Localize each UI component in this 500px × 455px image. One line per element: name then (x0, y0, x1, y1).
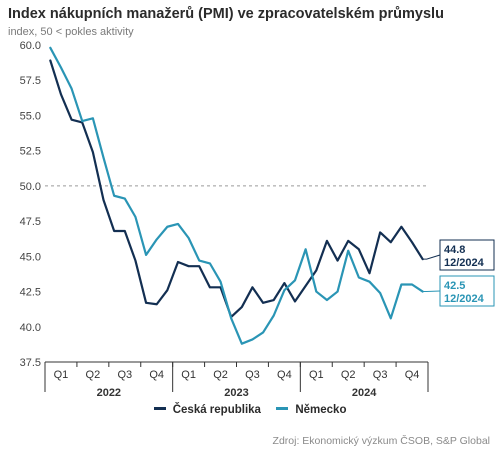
x-year-label: 2023 (224, 387, 248, 399)
y-tick-label: 50.0 (20, 181, 41, 193)
legend-label-cz: Česká republika (172, 404, 261, 416)
chart-title: Index nákupních manažerů (PMI) ve zpraco… (8, 6, 444, 22)
end-label-value-de: 42.5 (444, 280, 465, 292)
x-quarter-label: Q4 (405, 369, 420, 381)
y-tick-label: 45.0 (20, 251, 41, 263)
end-label-leader-cz (422, 254, 441, 260)
end-label-box-de (439, 275, 495, 307)
y-tick-label: 42.5 (20, 287, 41, 299)
source-note: Zdroj: Ekonomický výzkum ČSOB, S&P Globa… (272, 435, 490, 447)
end-label-leader-de (422, 290, 441, 293)
legend-label-de: Německo (295, 404, 347, 416)
legend-item-cz[interactable]: Česká republika (153, 404, 261, 416)
series-line-de (49, 46, 424, 345)
x-quarter-label: Q3 (117, 369, 132, 381)
y-tick-label: 47.5 (20, 216, 41, 228)
x-year-label: 2024 (352, 387, 377, 399)
x-quarter-label: Q1 (54, 369, 69, 381)
chart-plot: 37.5 40.0 42.5 45.0 47.5 50.0 52.5 55.0 57.5 60.0… (20, 40, 495, 399)
y-tick-label: 52.5 (20, 146, 41, 158)
legend-swatch-de (276, 407, 289, 411)
series-line-cz (49, 59, 424, 319)
x-quarter-label: Q2 (341, 369, 356, 381)
x-quarter-label: Q1 (181, 369, 196, 381)
x-quarter-label: Q4 (277, 369, 292, 381)
x-quarter-label: Q3 (373, 369, 388, 381)
end-label-date-de: 12/2024 (444, 293, 485, 305)
x-quarter-label: Q2 (213, 369, 228, 381)
x-year-label: 2022 (97, 387, 121, 399)
legend-swatch-cz (153, 407, 166, 411)
chart-subtitle: index, 50 < pokles aktivity (8, 26, 134, 38)
y-tick-label: 37.5 (20, 357, 41, 369)
chart-legend: Česká republika Německo (0, 404, 500, 416)
y-tick-label: 55.0 (20, 110, 41, 122)
y-tick-label: 60.0 (20, 40, 41, 52)
x-axis: Q1 Q2 Q3 Q4 Q1 Q2 Q3 Q4 Q1 Q2 Q3 Q4 2022 2023 2024 (44, 361, 429, 399)
y-tick-label: 57.5 (20, 75, 41, 87)
x-quarter-label: Q4 (149, 369, 164, 381)
x-quarter-label: Q1 (309, 369, 324, 381)
x-quarter-label: Q2 (86, 369, 101, 381)
end-label-box-cz (439, 239, 495, 271)
end-label-value-cz: 44.8 (444, 244, 465, 256)
legend-item-de[interactable]: Německo (276, 404, 346, 416)
end-label-date-cz: 12/2024 (444, 257, 485, 269)
series-lines (49, 46, 424, 345)
y-tick-label: 40.0 (20, 322, 41, 334)
x-quarter-label: Q3 (245, 369, 260, 381)
y-axis: 37.5 40.0 42.5 45.0 47.5 50.0 52.5 55.0 57.5 60.0 (20, 40, 428, 369)
